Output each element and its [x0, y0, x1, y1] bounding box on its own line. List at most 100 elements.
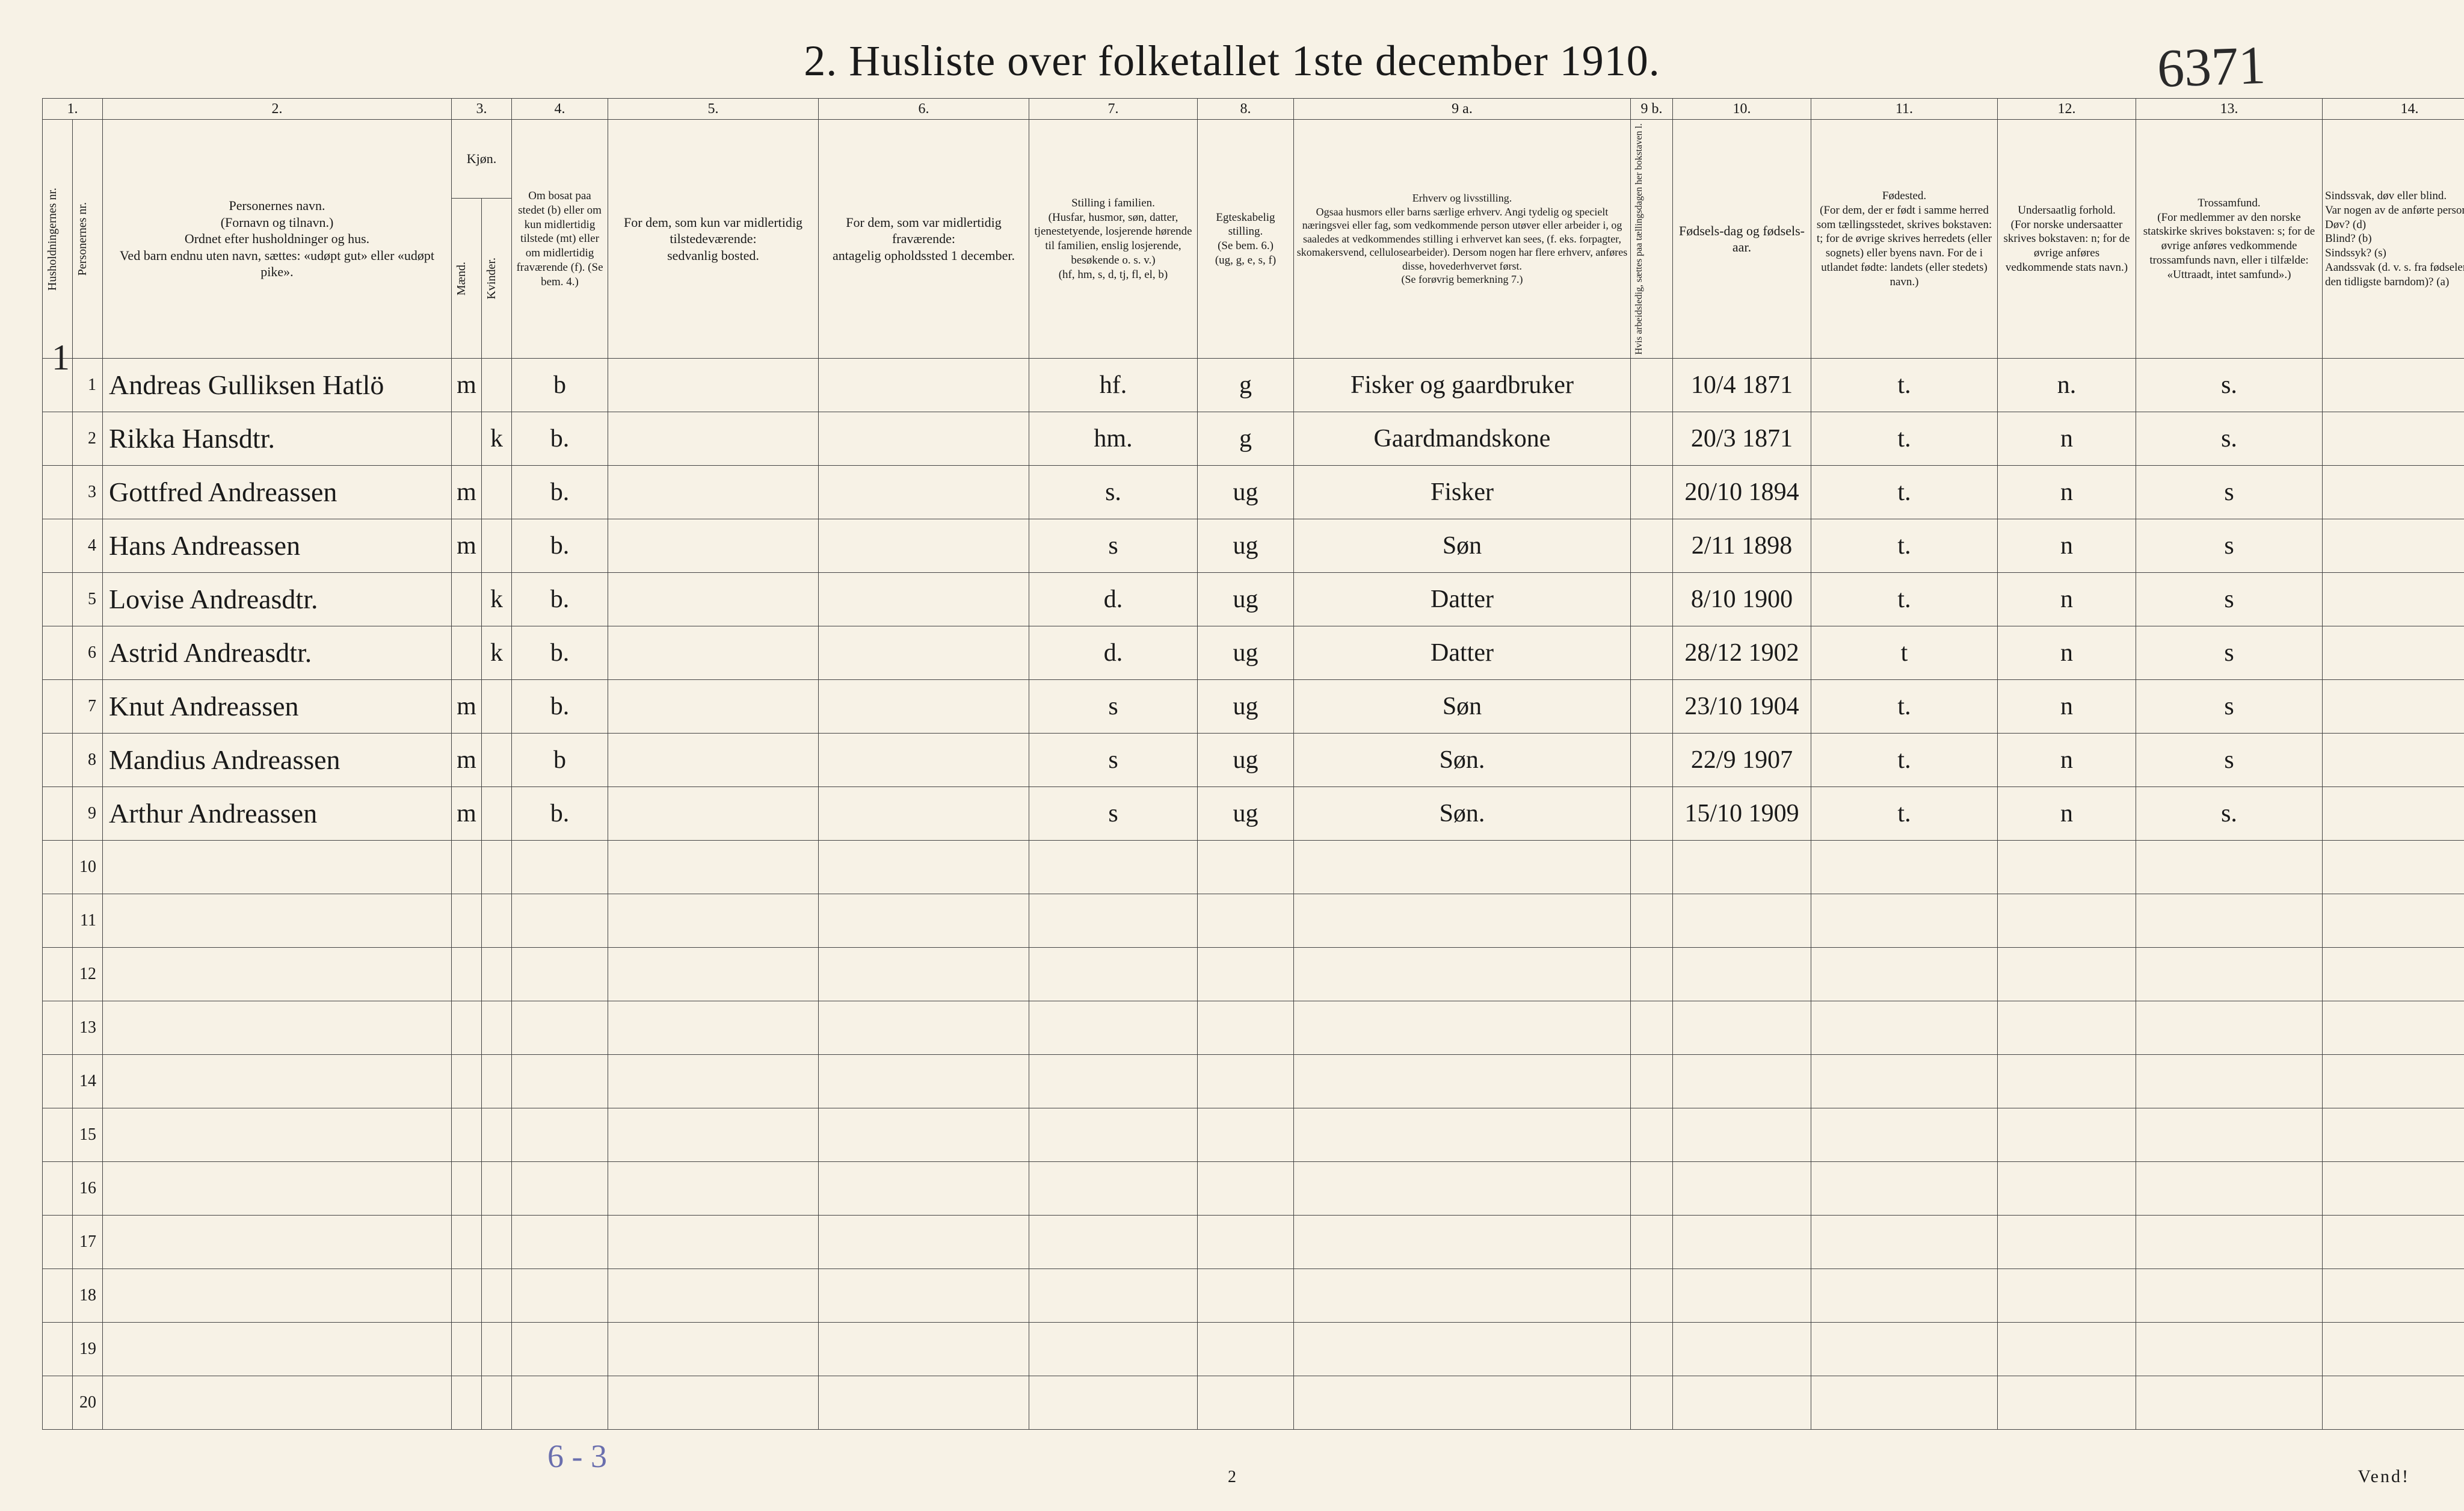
- cell-family-pos: d.: [1029, 626, 1198, 680]
- colnum: 9 a.: [1294, 99, 1631, 120]
- cell-empty: [1029, 1001, 1198, 1055]
- table-row: 2Rikka Hansdtr.kb.hm.gGaardmandskone20/3…: [43, 412, 2464, 466]
- cell-empty: [1998, 1162, 2136, 1216]
- cell-empty: [2136, 1269, 2323, 1323]
- table-row: 5Lovise Andreasdtr.kb.d.ugDatter8/10 190…: [43, 573, 2464, 626]
- cell-empty: [482, 1323, 512, 1376]
- cell-name: Arthur Andreassen: [103, 787, 452, 841]
- cell-household: [43, 1269, 73, 1323]
- cell-nationality: n.: [1998, 359, 2136, 412]
- cell-empty: [608, 841, 819, 894]
- colnum: 3.: [452, 99, 512, 120]
- cell-household: [43, 1376, 73, 1430]
- cell-household: [43, 626, 73, 680]
- pencil-note: 6 - 3: [547, 1438, 607, 1475]
- cell-person-nr: 6: [73, 626, 103, 680]
- cell-empty: [1198, 1269, 1294, 1323]
- cell-household: [43, 1323, 73, 1376]
- hdr-label: Personernes nr.: [75, 202, 90, 276]
- cell-dob: 20/10 1894: [1673, 466, 1811, 519]
- cell-name: Astrid Andreasdtr.: [103, 626, 452, 680]
- cell-person-nr: 3: [73, 466, 103, 519]
- cell-empty: [2136, 1323, 2323, 1376]
- cell-empty: [103, 1108, 452, 1162]
- handwritten-id: 6371: [2156, 34, 2266, 100]
- cell-unemployed: [1631, 519, 1673, 573]
- colnum: 13.: [2136, 99, 2323, 120]
- cell-empty: [1998, 1216, 2136, 1269]
- cell-male: [452, 626, 482, 680]
- cell-empty: [482, 1001, 512, 1055]
- table-row: 4Hans Andreassenmb.sugSøn2/11 1898t.ns: [43, 519, 2464, 573]
- cell-birthplace: t.: [1811, 734, 1998, 787]
- cell-empty: [608, 1269, 819, 1323]
- hdr-label: Kvinder.: [484, 258, 499, 299]
- colnum: 11.: [1811, 99, 1998, 120]
- cell-empty: [2136, 1162, 2323, 1216]
- cell-residence: b.: [512, 519, 608, 573]
- cell-empty: [1294, 948, 1631, 1001]
- cell-unemployed: [1631, 680, 1673, 734]
- cell-female: [482, 787, 512, 841]
- cell-empty: [1631, 1323, 1673, 1376]
- cell-empty: [1811, 894, 1998, 948]
- cell-empty: [512, 1162, 608, 1216]
- table-row: 19: [43, 1323, 2464, 1376]
- cell-empty: [512, 894, 608, 948]
- cell-empty: [1673, 1323, 1811, 1376]
- cell-empty: [1631, 1001, 1673, 1055]
- cell-empty: [2136, 1216, 2323, 1269]
- cell-marital: ug: [1198, 573, 1294, 626]
- hdr-disability: Sindssvak, døv eller blind. Var nogen av…: [2323, 120, 2464, 359]
- cell-empty: [452, 1376, 482, 1430]
- cell-dob: 22/9 1907: [1673, 734, 1811, 787]
- cell-empty: [1631, 948, 1673, 1001]
- cell-empty: [1673, 1216, 1811, 1269]
- cell-empty: [2323, 1162, 2464, 1216]
- cell-unemployed: [1631, 573, 1673, 626]
- cell-empty: [482, 1055, 512, 1108]
- cell-person-nr: 4: [73, 519, 103, 573]
- cell-empty: [1998, 1323, 2136, 1376]
- cell-empty: [2323, 894, 2464, 948]
- hdr-marital: Egteskabelig stilling. (Se bem. 6.) (ug,…: [1198, 120, 1294, 359]
- cell-temp-absent: [819, 573, 1029, 626]
- cell-empty: [1294, 1001, 1631, 1055]
- cell-nationality: n: [1998, 626, 2136, 680]
- cell-empty: [1198, 1162, 1294, 1216]
- footer-vend: Vend!: [2358, 1466, 2410, 1487]
- cell-empty: [103, 1323, 452, 1376]
- cell-empty: [103, 1376, 452, 1430]
- cell-empty: [1673, 1269, 1811, 1323]
- cell-empty: [512, 1108, 608, 1162]
- cell-empty: [512, 1376, 608, 1430]
- cell-empty: [1198, 1055, 1294, 1108]
- cell-marital: ug: [1198, 734, 1294, 787]
- cell-empty: [1673, 1055, 1811, 1108]
- cell-empty: [608, 1376, 819, 1430]
- cell-residence: b.: [512, 412, 608, 466]
- cell-empty: [1998, 1376, 2136, 1430]
- cell-temp-present: [608, 573, 819, 626]
- cell-empty: [1673, 1376, 1811, 1430]
- cell-temp-present: [608, 787, 819, 841]
- table-row: 1Andreas Gulliksen Hatlömbhf.gFisker og …: [43, 359, 2464, 412]
- colnum: 2.: [103, 99, 452, 120]
- cell-nationality: n: [1998, 787, 2136, 841]
- hdr-unemployed: Hvis arbeidsledig, sættes paa tællingsda…: [1631, 120, 1673, 359]
- cell-person-nr: 7: [73, 680, 103, 734]
- cell-birthplace: t.: [1811, 519, 1998, 573]
- cell-unemployed: [1631, 734, 1673, 787]
- cell-person-nr: 12: [73, 948, 103, 1001]
- cell-empty: [2323, 1323, 2464, 1376]
- cell-empty: [1631, 1108, 1673, 1162]
- cell-person-nr: 1: [73, 359, 103, 412]
- cell-occupation: Søn: [1294, 680, 1631, 734]
- cell-empty: [482, 1269, 512, 1323]
- cell-female: k: [482, 412, 512, 466]
- cell-household: [43, 1001, 73, 1055]
- hdr-nationality: Undersaatlig forhold. (For norske unders…: [1998, 120, 2136, 359]
- census-table: 1. 2. 3. 4. 5. 6. 7. 8. 9 a. 9 b. 10. 11…: [42, 98, 2464, 1430]
- cell-empty: [2136, 841, 2323, 894]
- hdr-name: Personernes navn. (Fornavn og tilnavn.) …: [103, 120, 452, 359]
